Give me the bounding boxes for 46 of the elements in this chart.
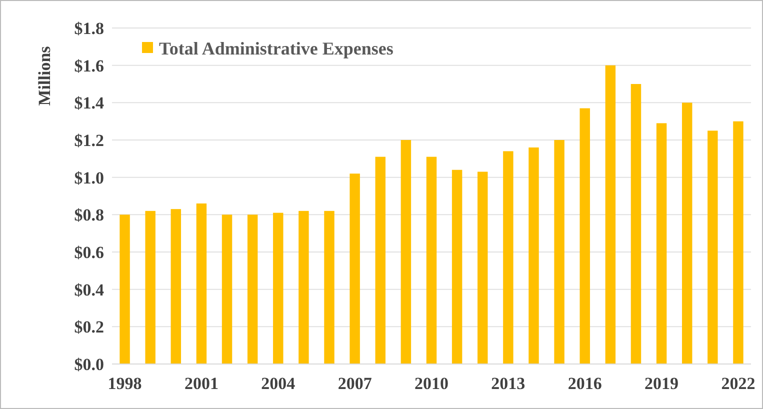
bar <box>196 203 207 364</box>
bar <box>630 84 642 364</box>
y-tick-label: $0.6 <box>74 242 104 262</box>
y-tick-label: $0.4 <box>74 280 104 300</box>
bar <box>400 140 412 364</box>
y-tick-label: $1.2 <box>74 130 104 150</box>
x-tick-label: 2016 <box>568 374 602 393</box>
bar <box>350 174 360 364</box>
bar <box>733 121 744 364</box>
y-tick-label: $0.2 <box>74 318 104 337</box>
x-tick-label: 2010 <box>414 374 448 393</box>
bar <box>273 212 284 364</box>
bar <box>170 209 182 364</box>
x-tick-label: 2007 <box>338 374 372 393</box>
bar <box>222 214 232 364</box>
bar <box>145 210 156 364</box>
bar <box>554 140 564 364</box>
x-tick-label: 2004 <box>261 374 296 393</box>
x-tick-label: 2019 <box>644 374 679 393</box>
legend-label: Total Administrative Expenses <box>159 38 394 58</box>
x-tick-label: 2022 <box>721 374 756 393</box>
bar <box>324 210 334 364</box>
bar <box>247 214 258 364</box>
bar <box>656 123 667 364</box>
bar <box>682 102 692 364</box>
y-tick-label: $1.4 <box>74 94 104 113</box>
y-axis-title: Millions <box>35 46 54 106</box>
y-tick-label: $1.6 <box>74 56 104 76</box>
bar <box>426 156 437 364</box>
x-tick-label: 2001 <box>184 374 218 393</box>
bar <box>580 108 590 364</box>
bar <box>120 214 130 364</box>
bar <box>708 130 718 364</box>
x-tick-label: 2013 <box>491 374 526 393</box>
y-tick-label: $1.8 <box>74 18 104 38</box>
y-tick-label: $1.0 <box>74 168 104 188</box>
bar <box>478 172 488 364</box>
bar <box>503 151 514 364</box>
y-tick-label: $0.0 <box>74 354 104 374</box>
y-tick-label: $0.8 <box>74 206 104 225</box>
bar <box>452 170 462 364</box>
bar <box>298 210 309 364</box>
bar <box>605 65 616 364</box>
x-tick-label: 1998 <box>108 374 142 393</box>
bar <box>528 147 539 364</box>
bar <box>375 156 386 364</box>
